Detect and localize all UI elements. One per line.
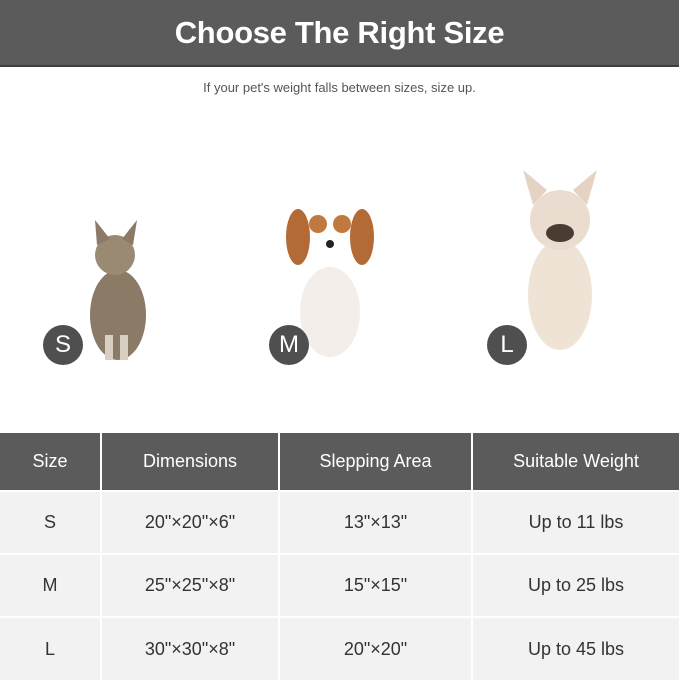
cell-sleeping-area: 15"×15"	[279, 553, 473, 617]
cell-weight: Up to 11 lbs	[472, 490, 679, 554]
cat-image	[90, 220, 146, 360]
cell-size: M	[0, 553, 102, 617]
subtitle: If your pet's weight falls between sizes…	[203, 80, 476, 95]
cell-sleeping-area: 20"×20"	[279, 616, 473, 680]
size-badge-s: S	[43, 325, 83, 365]
title-banner: Choose The Right Size	[0, 0, 679, 67]
cell-dimensions: 30"×30"×8"	[101, 616, 280, 680]
bulldog-image	[523, 170, 597, 350]
header-size: Size	[0, 433, 102, 491]
page-title: Choose The Right Size	[174, 14, 505, 50]
cell-size: L	[0, 616, 102, 680]
cell-weight: Up to 25 lbs	[472, 553, 679, 617]
size-badge-m: M	[269, 325, 309, 365]
cell-dimensions: 20"×20"×6"	[101, 490, 280, 554]
cell-dimensions: 25"×25"×8"	[101, 553, 280, 617]
dog-image	[286, 204, 374, 357]
cell-size: S	[0, 490, 102, 554]
cell-weight: Up to 45 lbs	[472, 616, 679, 680]
header-dimensions: Dimensions	[101, 433, 280, 491]
size-badge-l: L	[487, 325, 527, 365]
header-sleeping-area: Slepping Area	[279, 433, 473, 491]
table-row: M 25"×25"×8" 15"×15" Up to 25 lbs	[0, 553, 679, 617]
table-row: S 20"×20"×6" 13"×13" Up to 11 lbs	[0, 490, 679, 554]
table-row: L 30"×30"×8" 20"×20" Up to 45 lbs	[0, 616, 679, 680]
cell-sleeping-area: 13"×13"	[279, 490, 473, 554]
header-weight: Suitable Weight	[472, 433, 679, 491]
size-table: Size Dimensions Slepping Area Suitable W…	[0, 433, 679, 680]
table-header-row: Size Dimensions Slepping Area Suitable W…	[0, 433, 679, 491]
